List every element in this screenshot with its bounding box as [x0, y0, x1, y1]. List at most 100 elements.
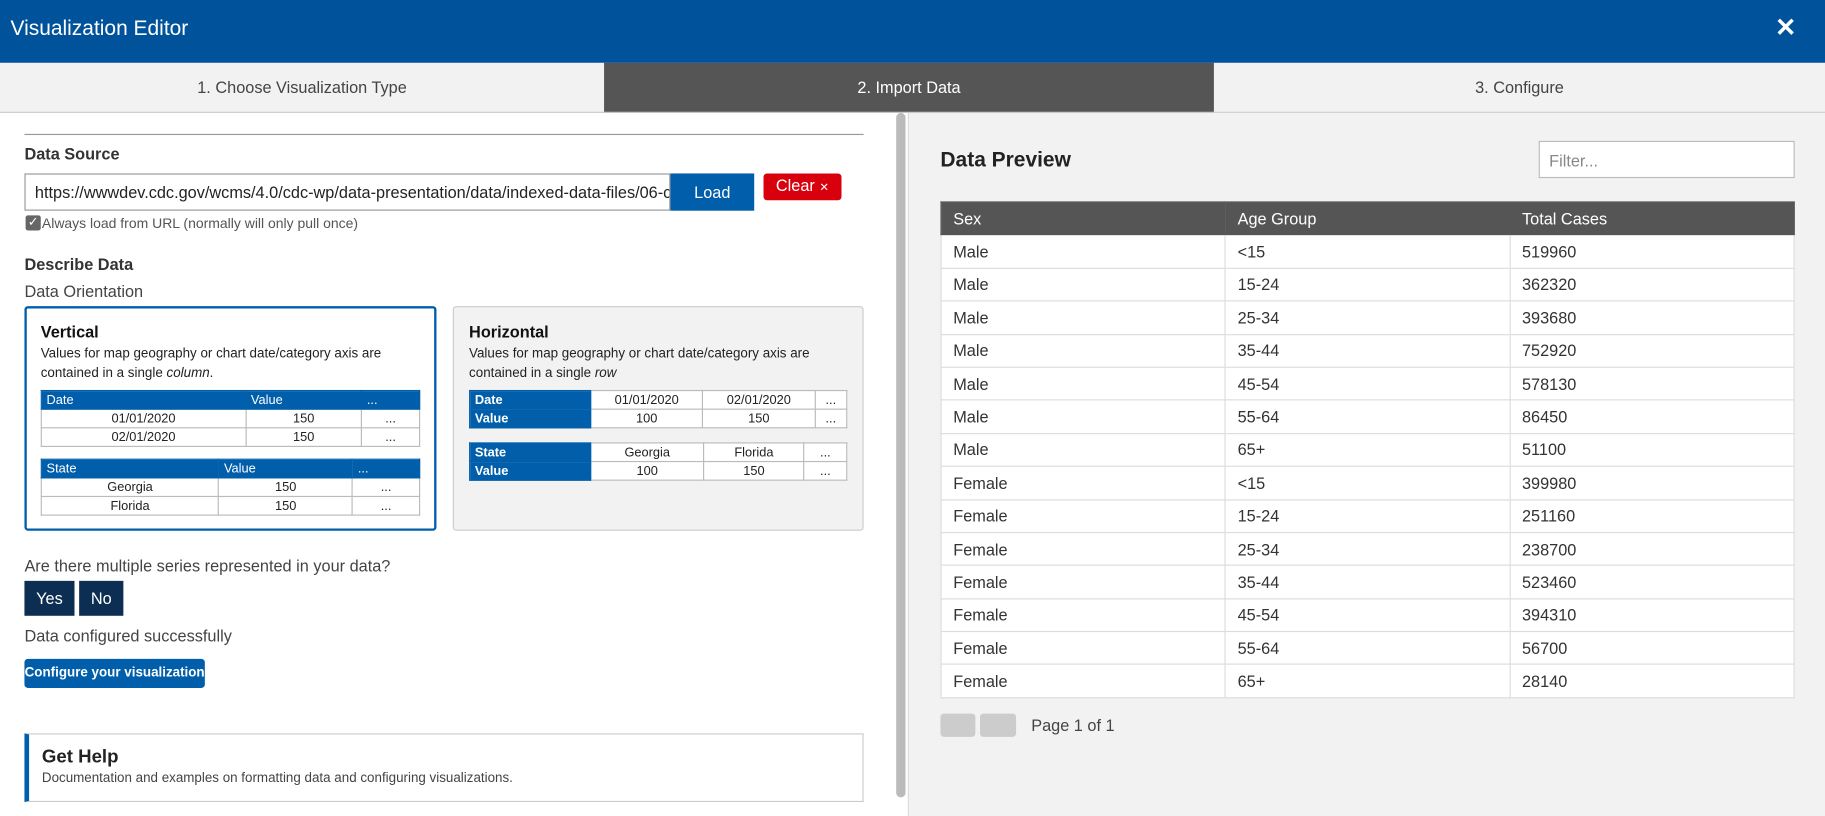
- cell: 150: [218, 495, 354, 516]
- header-cell: ...: [361, 389, 421, 410]
- help-title: Get Help: [41, 747, 119, 768]
- label: Data Source: [24, 144, 120, 163]
- mini-table: State Georgia Florida... Value 100 150...: [469, 442, 848, 481]
- row: Female 25-34 238700: [940, 531, 1795, 567]
- divider: [24, 133, 864, 136]
- column-header: Total Cases: [1509, 201, 1795, 236]
- cell: 35-44: [1224, 333, 1511, 368]
- row: 02/01/2020 150...: [40, 427, 421, 447]
- text: .: [209, 366, 214, 381]
- cell: 362320: [1509, 267, 1795, 302]
- cell: Female: [940, 498, 1226, 534]
- checkbox[interactable]: ✓: [25, 215, 41, 231]
- cell: 752920: [1509, 333, 1795, 368]
- cell: 251160: [1509, 498, 1795, 534]
- tab[interactable]: 1. Choose Visualization Type: [0, 62, 605, 113]
- clear-icon: ✕: [819, 181, 830, 195]
- cell: Female: [940, 564, 1226, 600]
- cell: 56700: [1509, 630, 1795, 666]
- scrollbar[interactable]: [896, 112, 906, 798]
- no-button[interactable]: No: [79, 580, 124, 616]
- cell: Florida: [40, 495, 220, 516]
- help-box: Get Help Documentation and examples on f…: [24, 733, 864, 803]
- cell: 28140: [1509, 664, 1795, 699]
- cell: ...: [814, 389, 848, 410]
- cell: <15: [1224, 465, 1511, 500]
- row: Value 100 150...: [469, 408, 848, 429]
- clear-button[interactable]: Clear ✕: [763, 173, 842, 201]
- header-cell: Value: [218, 458, 354, 479]
- url-input[interactable]: https://wwwdev.cdc.gov/wcms/4.0/cdc-wp/d…: [24, 173, 671, 211]
- cell: 51100: [1509, 432, 1795, 467]
- cell: 523460: [1509, 564, 1795, 600]
- row: Male 65+ 51100: [940, 432, 1795, 467]
- prev-page-button[interactable]: [940, 713, 976, 737]
- load-button[interactable]: Load: [670, 173, 755, 211]
- vertical-option[interactable]: Vertical Values for map geography or cha…: [24, 306, 437, 531]
- cell: 01/01/2020: [590, 389, 704, 410]
- header: Visualization Editor ✕: [0, 0, 1825, 63]
- horizontal-option[interactable]: Horizontal Values for map geography or c…: [452, 306, 864, 531]
- tab[interactable]: 3. Configure: [1213, 62, 1825, 113]
- text: Values for map geography or chart date/c…: [469, 346, 810, 381]
- cell: Male: [940, 333, 1226, 368]
- cell: 45-54: [1224, 597, 1511, 633]
- mini-table: Date 01/01/2020 02/01/2020... Value 100 150..…: [469, 389, 848, 429]
- row: State Georgia Florida...: [469, 442, 848, 463]
- cell: 394310: [1509, 597, 1795, 633]
- cell: Male: [940, 399, 1226, 434]
- cell: ...: [803, 442, 848, 463]
- row: Female 65+ 28140: [940, 664, 1795, 699]
- cell: ...: [803, 460, 848, 481]
- status: Data configured successfully: [24, 626, 232, 645]
- yes-button[interactable]: Yes: [24, 580, 75, 616]
- cell: Female: [940, 630, 1226, 666]
- row: Female 55-64 56700: [940, 630, 1795, 666]
- tab-active[interactable]: 2. Import Data: [604, 62, 1214, 113]
- cell: Male: [940, 432, 1226, 467]
- text: Values for map geography or chart date/c…: [40, 346, 382, 381]
- row: Male 55-64 86450: [940, 399, 1795, 434]
- mini-table: State Value... Georgia 150... Florida 150...: [40, 458, 421, 516]
- cell: Female: [940, 465, 1226, 500]
- cell: <15: [1224, 234, 1511, 269]
- checkbox-label: Always load from URL (normally will only…: [41, 215, 359, 232]
- column-header: Age Group: [1224, 201, 1511, 236]
- close-button[interactable]: ✕: [1774, 12, 1797, 42]
- cell: Female: [940, 597, 1226, 633]
- option-title: Horizontal: [469, 322, 549, 342]
- cell: 55-64: [1224, 399, 1511, 434]
- label: Data Orientation: [24, 281, 144, 301]
- filter-input[interactable]: Filter...: [1538, 140, 1795, 179]
- next-page-button[interactable]: [980, 713, 1017, 737]
- cell: Female: [940, 531, 1226, 567]
- cell: Female: [940, 664, 1226, 699]
- cell: 150: [703, 460, 805, 481]
- cell: Florida: [703, 442, 805, 463]
- cell: 399980: [1509, 465, 1795, 500]
- header-cell: Value: [469, 408, 592, 429]
- text: row: [594, 366, 617, 381]
- header-cell: ...: [352, 458, 421, 479]
- cell: 25-34: [1224, 531, 1511, 567]
- cell: Georgia: [40, 477, 220, 498]
- configure-button[interactable]: Configure your visualization: [24, 658, 205, 688]
- row: Male <15 519960: [940, 234, 1795, 269]
- preview-table-wrap: Sex Age Group Total Cases Male <15 519960 Male…: [940, 201, 1795, 699]
- row: Female 15-24 251160: [940, 498, 1795, 534]
- option-description: Values for map geography or chart date/c…: [469, 345, 847, 385]
- cell: 150: [245, 408, 363, 429]
- row: Male 15-24 362320: [940, 267, 1795, 302]
- cell: 02/01/2020: [40, 427, 247, 447]
- cell: 86450: [1509, 399, 1795, 434]
- cell: 45-54: [1224, 366, 1511, 401]
- header-cell: Value: [469, 460, 592, 481]
- row: Male 45-54 578130: [940, 366, 1795, 401]
- cell: 150: [702, 408, 816, 429]
- cell: Male: [940, 300, 1226, 335]
- cell: 01/01/2020: [40, 408, 247, 429]
- row: 01/01/2020 150...: [40, 408, 421, 429]
- header-cell: State: [469, 442, 592, 463]
- option-title: Vertical: [40, 322, 99, 342]
